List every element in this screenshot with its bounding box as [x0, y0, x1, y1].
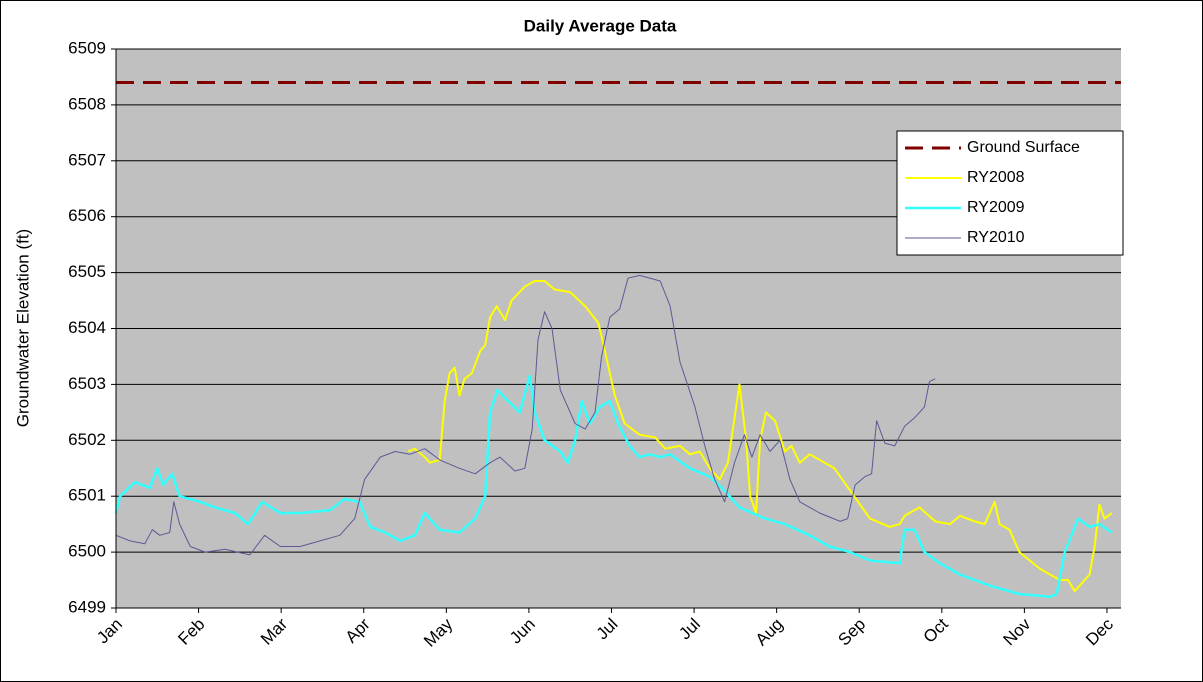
legend-label: RY2008 [967, 169, 1025, 186]
y-tick-label: 6499 [68, 597, 106, 616]
series-line [115, 274, 936, 556]
chart-title: Daily Average Data [524, 16, 677, 35]
y-tick-label: 6503 [68, 374, 106, 393]
y-tick-label: 6500 [68, 542, 106, 561]
y-tick-label: 6506 [68, 206, 106, 225]
y-axis-label: Groundwater Elevation (ft) [13, 229, 32, 427]
y-tick-label: 6507 [68, 150, 106, 169]
grid [116, 48, 1121, 609]
lines [114, 81, 1121, 599]
y-tick-label: 6508 [68, 94, 106, 113]
legend-label: RY2009 [967, 199, 1025, 216]
series-line [407, 280, 1113, 593]
y-tick-label: 6509 [68, 38, 106, 57]
y-tick-label: 6505 [68, 262, 106, 281]
legend-label: Ground Surface [967, 139, 1080, 156]
series-line [114, 374, 1113, 599]
legend: Ground Surface RY2008 RY2009 RY2010 [896, 130, 1124, 256]
y-tick-label: 6504 [68, 318, 106, 337]
legend-label: RY2010 [967, 229, 1025, 246]
y-tick-label: 6501 [68, 486, 106, 505]
legend-box [896, 130, 1124, 256]
y-tick-label: 6502 [68, 430, 106, 449]
